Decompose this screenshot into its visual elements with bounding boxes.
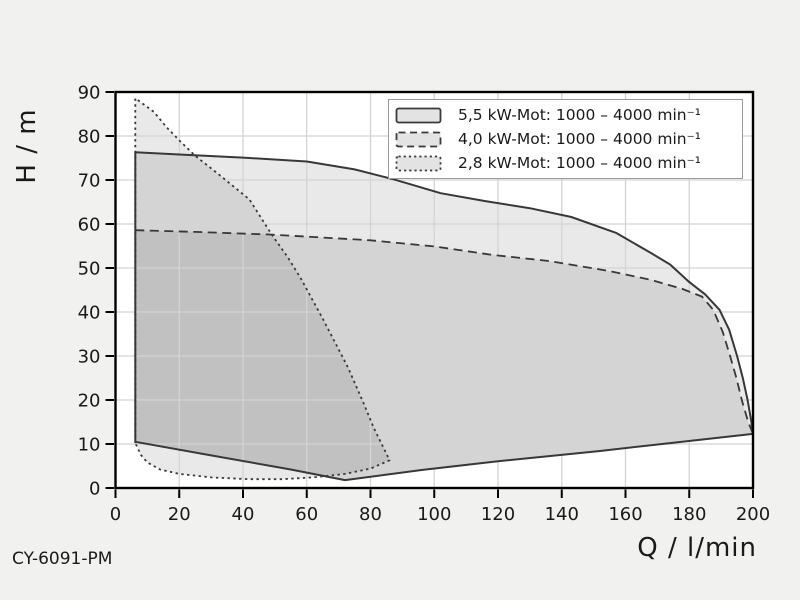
x-tick-label: 160 — [608, 504, 642, 525]
y-axis-label: H / m — [12, 108, 42, 184]
model-code-label: CY-6091-PM — [12, 549, 113, 569]
x-tick-label: 0 — [110, 504, 121, 525]
y-tick-label: 40 — [78, 303, 101, 324]
y-tick-label: 10 — [78, 435, 101, 456]
x-tick-label: 100 — [417, 504, 451, 525]
x-tick-label: 20 — [168, 504, 191, 525]
y-tick-label: 70 — [78, 171, 101, 192]
region-outline-2-8kw — [134, 97, 391, 481]
y-tick-label: 0 — [89, 479, 100, 500]
region-fill-2-8kw — [135, 98, 390, 480]
legend-label: 4,0 kW-Mot: 1000 – 4000 min⁻¹ — [458, 130, 701, 148]
region-fill-4-0kw — [135, 230, 754, 481]
y-tick-label: 50 — [78, 259, 101, 280]
y-tick-label: 30 — [78, 347, 101, 368]
x-tick-label: 120 — [481, 504, 515, 525]
region-outline-5-5kw — [134, 151, 754, 482]
legend: 5,5 kW-Mot: 1000 – 4000 min⁻¹ 4,0 kW-Mot… — [388, 99, 743, 179]
x-axis-label: Q / l/min — [637, 533, 757, 563]
x-tick-label: 40 — [232, 504, 255, 525]
x-tick-label: 140 — [545, 504, 579, 525]
x-tick-label: 180 — [672, 504, 706, 525]
legend-swatch-solid-icon — [395, 107, 442, 123]
legend-item-2-8kw: 2,8 kW-Mot: 1000 – 4000 min⁻¹ — [389, 151, 742, 175]
legend-label: 2,8 kW-Mot: 1000 – 4000 min⁻¹ — [458, 154, 701, 172]
legend-swatch-dashed-icon — [395, 131, 442, 147]
legend-item-4-0kw: 4,0 kW-Mot: 1000 – 4000 min⁻¹ — [389, 127, 742, 151]
region-fill-5-5kw — [135, 152, 754, 481]
region-outline-4-0kw — [135, 229, 754, 435]
y-tick-label: 80 — [78, 127, 101, 148]
x-tick-label: 60 — [295, 504, 318, 525]
y-tick-label: 60 — [78, 215, 101, 236]
legend-item-5-5kw: 5,5 kW-Mot: 1000 – 4000 min⁻¹ — [389, 103, 742, 127]
legend-swatch-dotted-icon — [395, 155, 442, 171]
legend-label: 5,5 kW-Mot: 1000 – 4000 min⁻¹ — [458, 106, 701, 124]
y-tick-label: 90 — [78, 83, 101, 104]
y-tick-label: 20 — [78, 391, 101, 412]
x-tick-label: 80 — [359, 504, 382, 525]
x-tick-label: 200 — [736, 504, 770, 525]
axes-border — [114, 90, 755, 490]
